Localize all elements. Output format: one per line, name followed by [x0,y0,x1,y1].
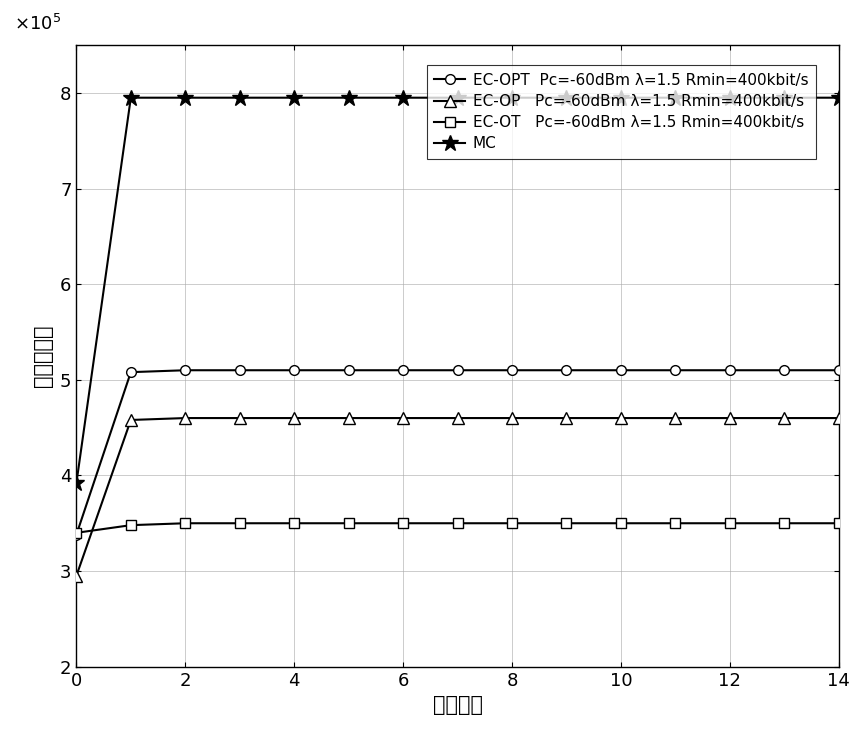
EC-OT   Pc=-60dBm λ=1.5 Rmin=400kbit/s [234,519,245,528]
EC-OT   Pc=-60dBm λ=1.5 Rmin=400kbit/s [125,521,136,529]
EC-OT   Pc=-60dBm λ=1.5 Rmin=400kbit/s [344,519,354,528]
EC-OP   Pc=-60dBm λ=1.5 Rmin=400kbit/s [725,413,735,422]
MC [344,93,354,102]
Line: EC-OT   Pc=-60dBm λ=1.5 Rmin=400kbit/s: EC-OT Pc=-60dBm λ=1.5 Rmin=400kbit/s [72,518,843,538]
EC-OPT  Pc=-60dBm λ=1.5 Rmin=400kbit/s [234,366,245,375]
MC [670,93,681,102]
EC-OP   Pc=-60dBm λ=1.5 Rmin=400kbit/s [562,413,572,422]
MC [834,93,844,102]
EC-OPT  Pc=-60dBm λ=1.5 Rmin=400kbit/s [562,366,572,375]
EC-OP   Pc=-60dBm λ=1.5 Rmin=400kbit/s [398,413,409,422]
Legend: EC-OPT  Pc=-60dBm λ=1.5 Rmin=400kbit/s, EC-OP   Pc=-60dBm λ=1.5 Rmin=400kbit/s, : EC-OPT Pc=-60dBm λ=1.5 Rmin=400kbit/s, E… [427,65,816,159]
EC-OPT  Pc=-60dBm λ=1.5 Rmin=400kbit/s [180,366,190,375]
EC-OPT  Pc=-60dBm λ=1.5 Rmin=400kbit/s [398,366,409,375]
EC-OP   Pc=-60dBm λ=1.5 Rmin=400kbit/s [289,413,299,422]
EC-OT   Pc=-60dBm λ=1.5 Rmin=400kbit/s [507,519,518,528]
EC-OT   Pc=-60dBm λ=1.5 Rmin=400kbit/s [779,519,790,528]
EC-OP   Pc=-60dBm λ=1.5 Rmin=400kbit/s [507,413,518,422]
MC [507,93,518,102]
Text: $\times 10^5$: $\times 10^5$ [14,14,61,34]
EC-OPT  Pc=-60dBm λ=1.5 Rmin=400kbit/s [453,366,463,375]
EC-OT   Pc=-60dBm λ=1.5 Rmin=400kbit/s [71,529,81,537]
EC-OPT  Pc=-60dBm λ=1.5 Rmin=400kbit/s [71,531,81,539]
EC-OT   Pc=-60dBm λ=1.5 Rmin=400kbit/s [562,519,572,528]
EC-OPT  Pc=-60dBm λ=1.5 Rmin=400kbit/s [725,366,735,375]
EC-OPT  Pc=-60dBm λ=1.5 Rmin=400kbit/s [125,367,136,376]
MC [398,93,409,102]
EC-OT   Pc=-60dBm λ=1.5 Rmin=400kbit/s [398,519,409,528]
MC [779,93,790,102]
EC-OPT  Pc=-60dBm λ=1.5 Rmin=400kbit/s [834,366,844,375]
EC-OT   Pc=-60dBm λ=1.5 Rmin=400kbit/s [180,519,190,528]
MC [453,93,463,102]
EC-OPT  Pc=-60dBm λ=1.5 Rmin=400kbit/s [616,366,626,375]
EC-OPT  Pc=-60dBm λ=1.5 Rmin=400kbit/s [670,366,681,375]
EC-OT   Pc=-60dBm λ=1.5 Rmin=400kbit/s [834,519,844,528]
EC-OPT  Pc=-60dBm λ=1.5 Rmin=400kbit/s [344,366,354,375]
MC [725,93,735,102]
EC-OT   Pc=-60dBm λ=1.5 Rmin=400kbit/s [725,519,735,528]
Line: MC: MC [68,90,847,491]
MC [562,93,572,102]
MC [125,93,136,102]
EC-OP   Pc=-60dBm λ=1.5 Rmin=400kbit/s [125,416,136,424]
EC-OP   Pc=-60dBm λ=1.5 Rmin=400kbit/s [234,413,245,422]
X-axis label: 迭代次数: 迭代次数 [433,695,482,715]
EC-OT   Pc=-60dBm λ=1.5 Rmin=400kbit/s [670,519,681,528]
Line: EC-OP   Pc=-60dBm λ=1.5 Rmin=400kbit/s: EC-OP Pc=-60dBm λ=1.5 Rmin=400kbit/s [71,413,844,582]
MC [234,93,245,102]
MC [289,93,299,102]
Line: EC-OPT  Pc=-60dBm λ=1.5 Rmin=400kbit/s: EC-OPT Pc=-60dBm λ=1.5 Rmin=400kbit/s [72,365,843,539]
EC-OP   Pc=-60dBm λ=1.5 Rmin=400kbit/s [180,413,190,422]
EC-OP   Pc=-60dBm λ=1.5 Rmin=400kbit/s [616,413,626,422]
EC-OPT  Pc=-60dBm λ=1.5 Rmin=400kbit/s [289,366,299,375]
EC-OPT  Pc=-60dBm λ=1.5 Rmin=400kbit/s [507,366,518,375]
EC-OP   Pc=-60dBm λ=1.5 Rmin=400kbit/s [670,413,681,422]
EC-OP   Pc=-60dBm λ=1.5 Rmin=400kbit/s [344,413,354,422]
EC-OP   Pc=-60dBm λ=1.5 Rmin=400kbit/s [834,413,844,422]
EC-OT   Pc=-60dBm λ=1.5 Rmin=400kbit/s [453,519,463,528]
EC-OPT  Pc=-60dBm λ=1.5 Rmin=400kbit/s [779,366,790,375]
EC-OP   Pc=-60dBm λ=1.5 Rmin=400kbit/s [779,413,790,422]
MC [180,93,190,102]
EC-OP   Pc=-60dBm λ=1.5 Rmin=400kbit/s [453,413,463,422]
EC-OP   Pc=-60dBm λ=1.5 Rmin=400kbit/s [71,572,81,580]
EC-OT   Pc=-60dBm λ=1.5 Rmin=400kbit/s [289,519,299,528]
EC-OT   Pc=-60dBm λ=1.5 Rmin=400kbit/s [616,519,626,528]
MC [616,93,626,102]
Y-axis label: 目标函数值: 目标函数值 [33,324,53,387]
MC [71,479,81,488]
